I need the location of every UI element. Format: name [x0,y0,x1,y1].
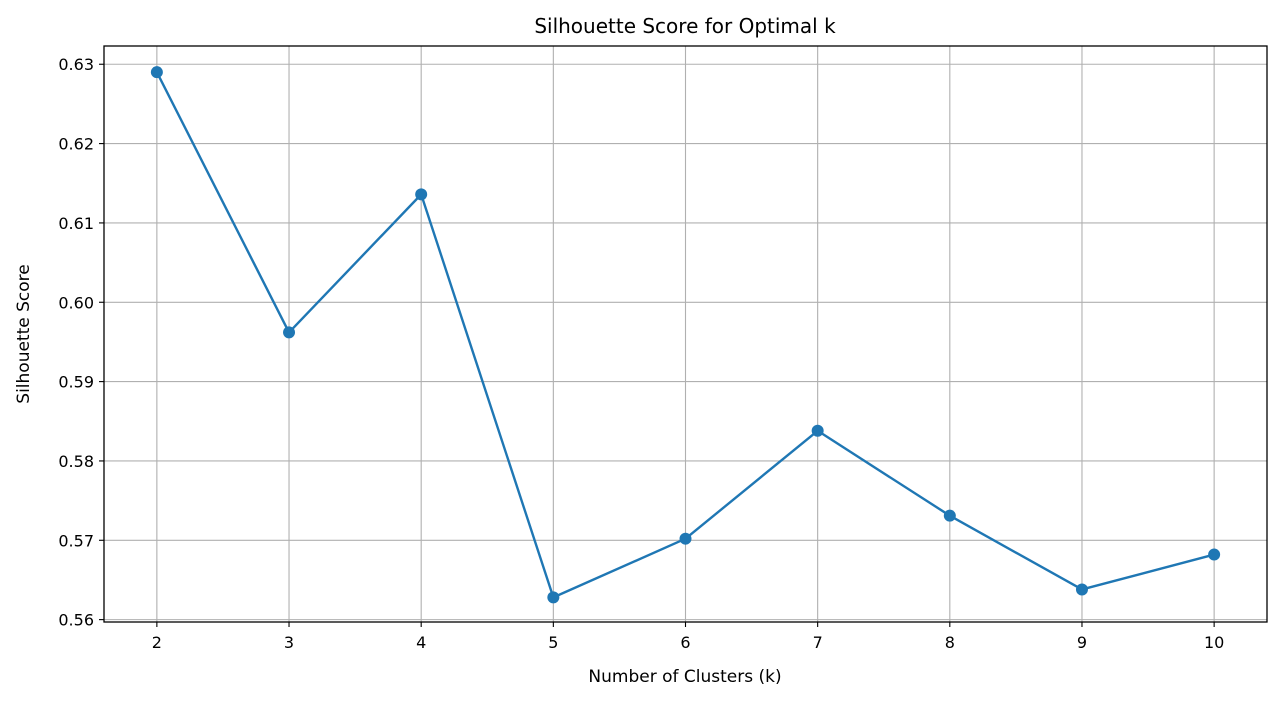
x-tick-label: 10 [1204,633,1224,652]
data-point [1075,583,1088,596]
y-tick-label: 0.59 [58,373,94,392]
x-tick-label: 2 [152,633,162,652]
data-point [1208,548,1221,561]
x-tick-label: 5 [548,633,558,652]
data-point [811,424,824,437]
y-tick-label: 0.60 [58,293,94,312]
y-tick-label: 0.63 [58,55,94,74]
x-axis-ticks: 2 3 4 5 6 7 8 9 10 [152,622,1224,652]
data-point [943,509,956,522]
x-tick-label: 3 [284,633,294,652]
x-tick-label: 9 [1077,633,1087,652]
y-axis-label: Silhouette Score [14,264,34,403]
y-tick-label: 0.62 [58,135,94,154]
data-point [679,532,692,545]
chart-title: Silhouette Score for Optimal k [534,14,836,38]
x-tick-label: 4 [416,633,426,652]
x-axis-label: Number of Clusters (k) [588,667,781,687]
x-tick-label: 6 [680,633,690,652]
y-tick-label: 0.56 [58,611,94,630]
data-point [150,66,163,79]
y-tick-label: 0.61 [58,214,94,233]
data-point [283,326,296,339]
data-point [415,188,428,201]
y-tick-label: 0.58 [58,452,94,471]
y-tick-label: 0.57 [58,531,94,550]
data-point [547,591,560,604]
series-layer [150,66,1221,604]
y-axis-ticks: 0.56 0.57 0.58 0.59 0.60 0.61 0.62 0.63 [58,55,104,630]
x-tick-label: 7 [813,633,823,652]
x-tick-label: 8 [945,633,955,652]
grid [104,46,1267,622]
